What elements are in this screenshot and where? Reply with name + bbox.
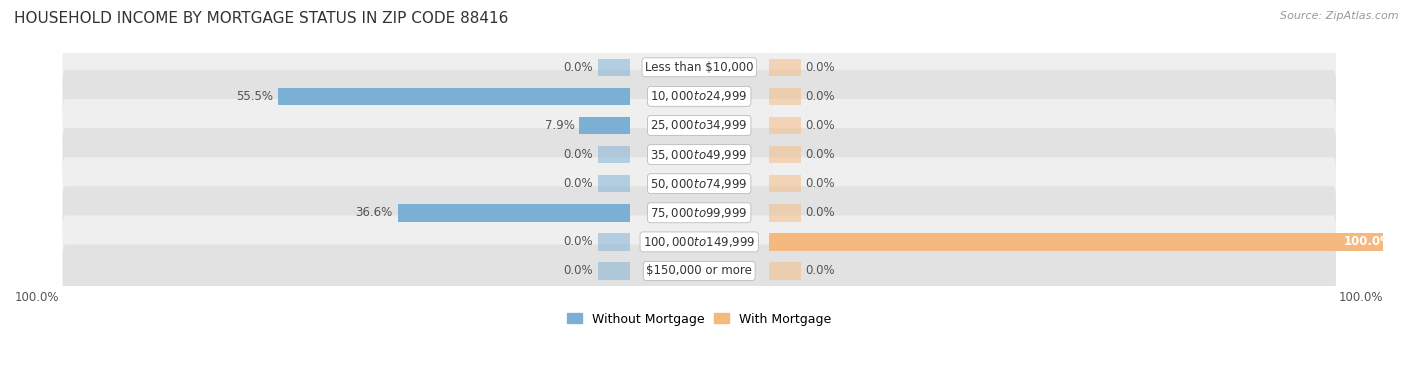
FancyBboxPatch shape bbox=[62, 215, 1336, 268]
Bar bbox=[278, 87, 630, 105]
Bar bbox=[598, 58, 630, 76]
Text: 0.0%: 0.0% bbox=[564, 265, 593, 277]
Bar bbox=[769, 175, 800, 192]
Bar bbox=[598, 233, 630, 251]
FancyBboxPatch shape bbox=[62, 128, 1336, 181]
Bar bbox=[398, 204, 630, 222]
Text: 0.0%: 0.0% bbox=[564, 148, 593, 161]
Text: 0.0%: 0.0% bbox=[806, 148, 835, 161]
FancyBboxPatch shape bbox=[62, 157, 1336, 210]
Text: 0.0%: 0.0% bbox=[806, 177, 835, 190]
Text: 0.0%: 0.0% bbox=[806, 206, 835, 219]
Bar bbox=[769, 58, 800, 76]
Text: $150,000 or more: $150,000 or more bbox=[647, 265, 752, 277]
FancyBboxPatch shape bbox=[62, 186, 1336, 239]
Text: 100.0%: 100.0% bbox=[1339, 291, 1384, 304]
Text: 36.6%: 36.6% bbox=[356, 206, 392, 219]
FancyBboxPatch shape bbox=[62, 70, 1336, 123]
FancyBboxPatch shape bbox=[62, 41, 1336, 94]
FancyBboxPatch shape bbox=[62, 245, 1336, 297]
Text: 0.0%: 0.0% bbox=[564, 61, 593, 74]
Text: 0.0%: 0.0% bbox=[806, 90, 835, 103]
Bar bbox=[598, 262, 630, 280]
Legend: Without Mortgage, With Mortgage: Without Mortgage, With Mortgage bbox=[562, 308, 837, 331]
Text: $100,000 to $149,999: $100,000 to $149,999 bbox=[643, 235, 755, 249]
Bar bbox=[769, 204, 800, 222]
Bar bbox=[598, 175, 630, 192]
Text: 7.9%: 7.9% bbox=[544, 119, 575, 132]
Text: 100.0%: 100.0% bbox=[15, 291, 59, 304]
FancyBboxPatch shape bbox=[62, 99, 1336, 152]
Text: 0.0%: 0.0% bbox=[806, 265, 835, 277]
Text: HOUSEHOLD INCOME BY MORTGAGE STATUS IN ZIP CODE 88416: HOUSEHOLD INCOME BY MORTGAGE STATUS IN Z… bbox=[14, 11, 509, 26]
Text: 0.0%: 0.0% bbox=[806, 61, 835, 74]
Text: $35,000 to $49,999: $35,000 to $49,999 bbox=[651, 147, 748, 162]
Text: $50,000 to $74,999: $50,000 to $74,999 bbox=[651, 177, 748, 191]
Bar bbox=[769, 117, 800, 134]
Text: 0.0%: 0.0% bbox=[806, 119, 835, 132]
Bar bbox=[598, 146, 630, 163]
Text: Source: ZipAtlas.com: Source: ZipAtlas.com bbox=[1281, 11, 1399, 21]
Text: 100.0%: 100.0% bbox=[1344, 235, 1393, 248]
Text: $25,000 to $34,999: $25,000 to $34,999 bbox=[651, 118, 748, 132]
Text: 0.0%: 0.0% bbox=[564, 235, 593, 248]
Bar bbox=[769, 233, 1402, 251]
Bar bbox=[769, 262, 800, 280]
Text: Less than $10,000: Less than $10,000 bbox=[645, 61, 754, 74]
Bar bbox=[769, 146, 800, 163]
Text: 0.0%: 0.0% bbox=[564, 177, 593, 190]
Text: 55.5%: 55.5% bbox=[236, 90, 273, 103]
Text: $10,000 to $24,999: $10,000 to $24,999 bbox=[651, 89, 748, 103]
Bar bbox=[579, 117, 630, 134]
Bar bbox=[769, 87, 800, 105]
Text: $75,000 to $99,999: $75,000 to $99,999 bbox=[651, 206, 748, 220]
